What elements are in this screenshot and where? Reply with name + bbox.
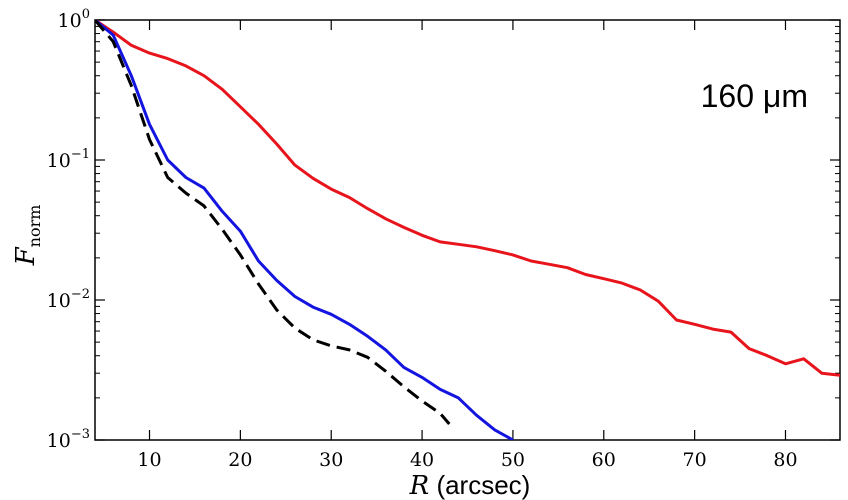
- x-tick-label: 50: [501, 449, 525, 471]
- series-line-3: [95, 20, 451, 425]
- x-tick-label: 40: [410, 449, 434, 471]
- y-axis-subscript: norm: [25, 205, 44, 248]
- wavelength-annotation: 160 μm: [701, 78, 808, 114]
- y-tick-exponent: −1: [71, 147, 90, 162]
- y-tick-label: 10−1: [47, 147, 90, 172]
- y-axis-title: Fnorm: [11, 205, 44, 267]
- y-tick-label: 10−2: [47, 287, 90, 312]
- y-axis-title-group: Fnorm: [11, 205, 44, 267]
- x-tick-label: 20: [228, 449, 252, 471]
- y-tick-base: 10: [47, 150, 71, 172]
- y-tick-base: 10: [58, 10, 82, 32]
- y-tick-exponent: −3: [71, 427, 90, 442]
- x-tick-label: 10: [137, 449, 161, 471]
- minor-ticks: [95, 25, 840, 399]
- x-axis: 10 20 30 40 50 60 70 80: [137, 20, 798, 471]
- x-tick-label: 60: [592, 449, 616, 471]
- y-axis-symbol: F: [11, 246, 41, 266]
- y-tick-base: 10: [47, 290, 71, 312]
- x-tick-label: 70: [683, 449, 707, 471]
- y-tick-exponent: −2: [71, 287, 90, 302]
- x-tick-label: 80: [773, 449, 797, 471]
- y-tick-label: 10−3: [47, 427, 90, 452]
- x-tick-label: 30: [319, 449, 343, 471]
- plot-frame: [94, 19, 841, 441]
- y-tick-exponent: 0: [82, 7, 90, 22]
- series-line-1: [95, 20, 840, 377]
- series-line-2: [95, 20, 514, 440]
- series-layer: [95, 20, 840, 440]
- y-tick-base: 10: [47, 430, 71, 452]
- x-axis-title: R (arcsec): [409, 470, 531, 500]
- y-tick-label: 100: [58, 7, 90, 32]
- x-axis-symbol: R: [409, 471, 430, 500]
- x-axis-unit: (arcsec): [429, 470, 530, 500]
